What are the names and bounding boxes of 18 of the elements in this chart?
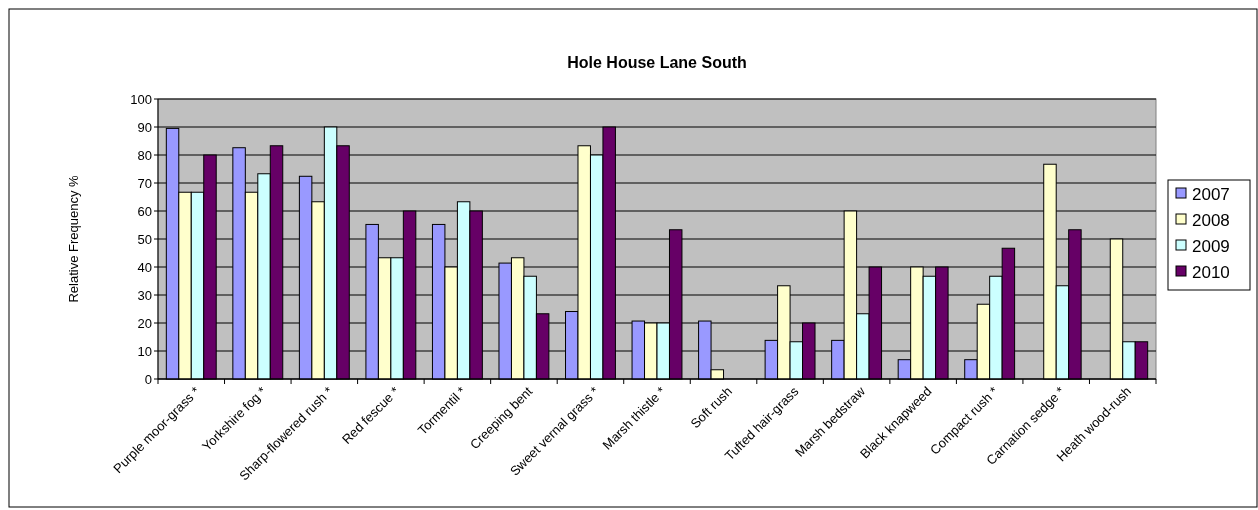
chart-title: Hole House Lane South xyxy=(567,54,747,71)
y-tick-label: 60 xyxy=(137,203,152,219)
legend-label: 2008 xyxy=(1192,210,1230,230)
y-tick-label: 80 xyxy=(137,147,152,163)
y-tick-label: 70 xyxy=(137,175,152,191)
y-axis-title: Relative Frequency % xyxy=(66,174,81,303)
y-tick-label: 0 xyxy=(144,371,152,387)
y-tick-label: 20 xyxy=(137,315,152,331)
legend-label: 2007 xyxy=(1192,184,1230,204)
y-tick-label: 100 xyxy=(130,91,152,107)
x-tick-label: Soft rush xyxy=(687,383,735,432)
y-tick-label: 90 xyxy=(137,119,152,135)
y-tick-label: 40 xyxy=(137,259,152,275)
y-tick-label: 30 xyxy=(137,287,152,303)
y-tick-label: 50 xyxy=(137,231,152,247)
legend-label: 2009 xyxy=(1192,236,1230,256)
legend-label: 2010 xyxy=(1192,262,1230,282)
y-tick-label: 10 xyxy=(137,343,152,359)
